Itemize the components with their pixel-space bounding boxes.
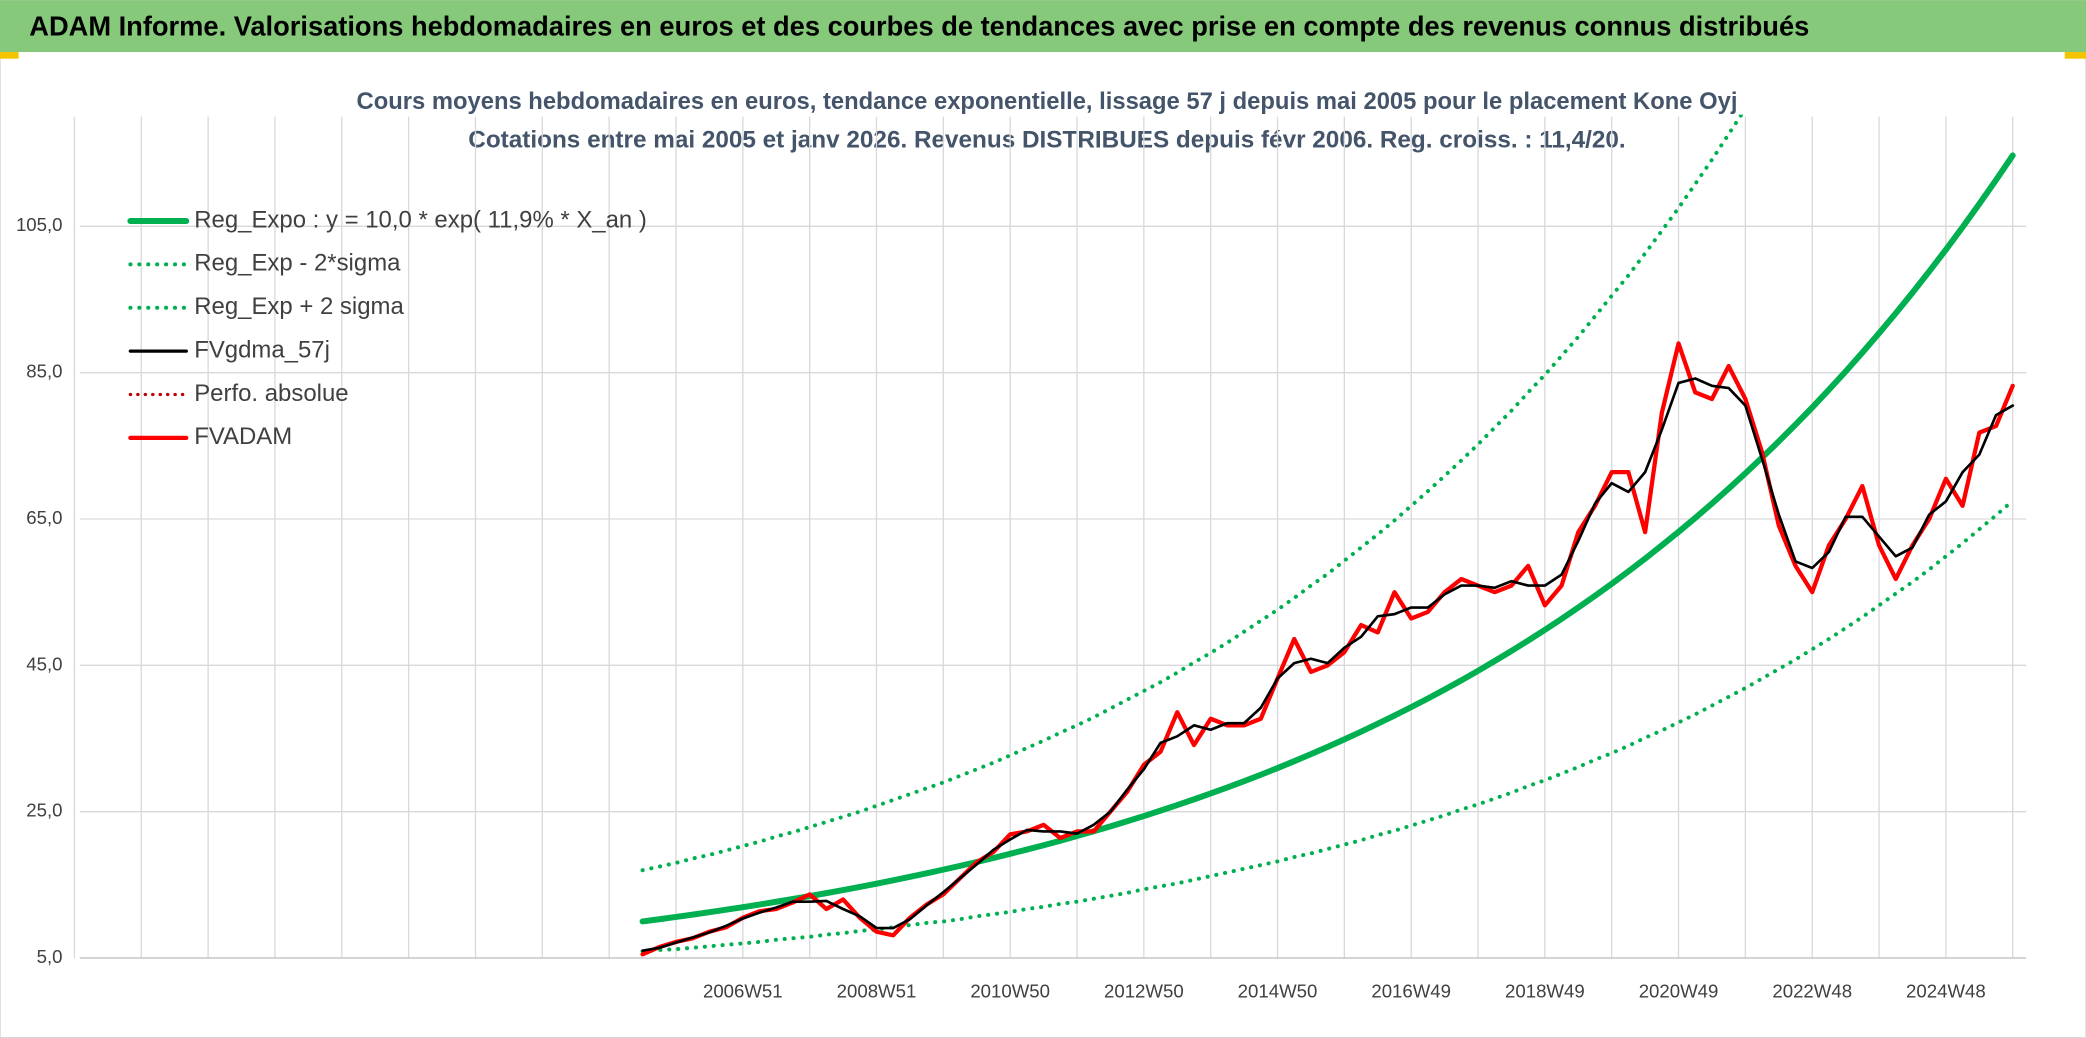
header-bar: [0, 0, 2086, 53]
legend: Reg_Expo : y = 10,0 * exp( 11,9% * X_an …: [127, 206, 647, 450]
chart-title: Cours moyens hebdomadaires en euros, ten…: [357, 88, 1738, 115]
y-tick-label: 105,0: [16, 214, 63, 235]
y-tick-label: 5,0: [37, 946, 63, 967]
legend-label: Perfo. absolue: [194, 380, 348, 407]
legend-label: FVADAM: [194, 423, 292, 450]
header-title: ADAM Informe. Valorisations hebdomadaire…: [29, 10, 1809, 41]
legend-label: Reg_Expo : y = 10,0 * exp( 11,9% * X_an …: [194, 206, 647, 233]
x-tick-label: 2014W50: [1238, 981, 1318, 1002]
x-tick-label: 2024W48: [1906, 981, 1986, 1002]
corner-left: [0, 52, 19, 59]
series-line: [640, 341, 2015, 957]
x-tick-label: 2008W51: [837, 981, 917, 1002]
y-tick-label: 45,0: [26, 653, 62, 674]
series-line: [641, 377, 2015, 953]
x-tick-label: 2012W50: [1104, 981, 1184, 1002]
y-tick-label: 85,0: [26, 361, 62, 382]
x-tick-label: 2006W51: [703, 981, 783, 1002]
x-tick-label: 2020W49: [1639, 981, 1719, 1002]
axes: 5,0 25,0 45,0 65,0 85,0 105,0 2006W51 2008W51 20…: [16, 214, 1986, 1001]
legend-label: FVgdma_57j: [194, 336, 330, 363]
corner-right: [2064, 52, 2086, 59]
x-tick-label: 2022W48: [1772, 981, 1852, 1002]
y-tick-label: 25,0: [26, 800, 62, 821]
legend-label: Reg_Exp - 2*sigma: [194, 250, 401, 277]
legend-label: Reg_Exp + 2 sigma: [194, 293, 404, 320]
y-tick-label: 65,0: [26, 507, 62, 528]
series-line: [639, 152, 2016, 925]
x-tick-label: 2016W49: [1371, 981, 1451, 1002]
chart-subtitle: Cotations entre mai 2005 et janv 2026. R…: [468, 127, 1625, 154]
x-tick-label: 2018W49: [1505, 981, 1585, 1002]
grid: [73, 116, 2027, 959]
series-line: [640, 498, 2015, 954]
plot: [639, 114, 2016, 957]
x-tick-label: 2010W50: [970, 981, 1050, 1002]
